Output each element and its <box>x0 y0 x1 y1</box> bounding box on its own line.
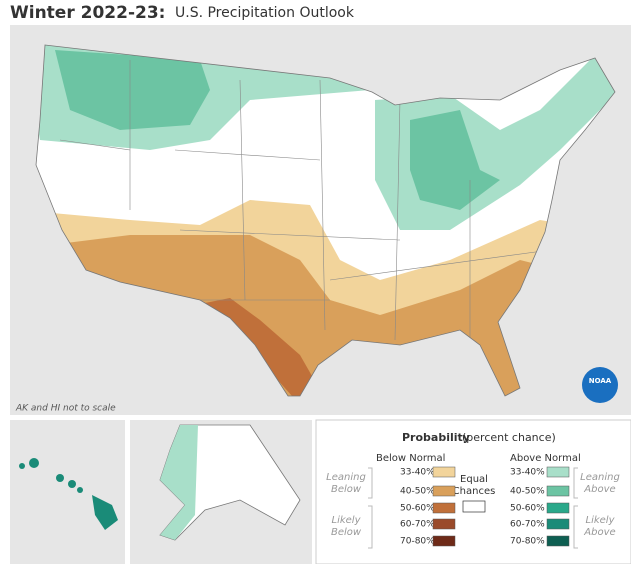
legend-title: Probability <box>402 431 470 444</box>
swatch <box>432 518 456 530</box>
equal-label: Chances <box>453 486 496 497</box>
range-label: 33-40% <box>400 468 435 478</box>
swatch <box>546 518 570 530</box>
equal-label: Equal <box>460 474 488 485</box>
legend-panel <box>315 419 631 564</box>
scale-note: AK and HI not to scale <box>15 404 116 414</box>
equal-swatch <box>462 500 486 513</box>
swatch <box>546 502 570 514</box>
above-heading: Above Normal <box>510 453 581 464</box>
range-label: 60-70% <box>510 520 545 530</box>
group-label: Above <box>583 484 615 495</box>
swatch <box>432 502 456 514</box>
alaska-green <box>160 425 198 540</box>
legend-subtitle: (percent chance) <box>462 431 556 444</box>
noaa-text: NOAA <box>589 377 612 385</box>
range-label: 70-80% <box>510 537 545 547</box>
us-outline <box>35 44 616 397</box>
range-label: 60-70% <box>400 520 435 530</box>
brackets <box>368 467 578 549</box>
group-label: Leaning <box>326 472 366 483</box>
swatch <box>432 466 456 478</box>
group-label: Below <box>331 484 362 495</box>
range-label: 40-50% <box>400 487 435 497</box>
swatch <box>432 485 456 497</box>
group-label: Above <box>583 527 615 538</box>
swatch <box>546 535 570 547</box>
group-label: Below <box>331 527 362 538</box>
range-label: 70-80% <box>400 537 435 547</box>
range-label: 50-60% <box>400 504 435 514</box>
title-bold: Winter 2022-23: <box>10 3 165 23</box>
range-label: 33-40% <box>510 468 545 478</box>
hawaii-panel <box>10 420 125 564</box>
legend-rows: 33-40% 40-50% 50-60% 60-70% 70-80% 33-40% 40-5… <box>400 466 570 547</box>
group-label: Likely <box>332 515 362 526</box>
noaa-logo <box>582 367 618 403</box>
below-heading: Below Normal <box>376 453 445 464</box>
title-rest: U.S. Precipitation Outlook <box>175 5 355 21</box>
group-label: Leaning <box>580 472 620 483</box>
range-label: 40-50% <box>510 487 545 497</box>
range-label: 50-60% <box>510 504 545 514</box>
swatch <box>546 466 570 478</box>
group-label: Likely <box>586 515 616 526</box>
swatch <box>432 535 456 547</box>
swatch <box>546 485 570 497</box>
hawaii <box>19 458 118 530</box>
